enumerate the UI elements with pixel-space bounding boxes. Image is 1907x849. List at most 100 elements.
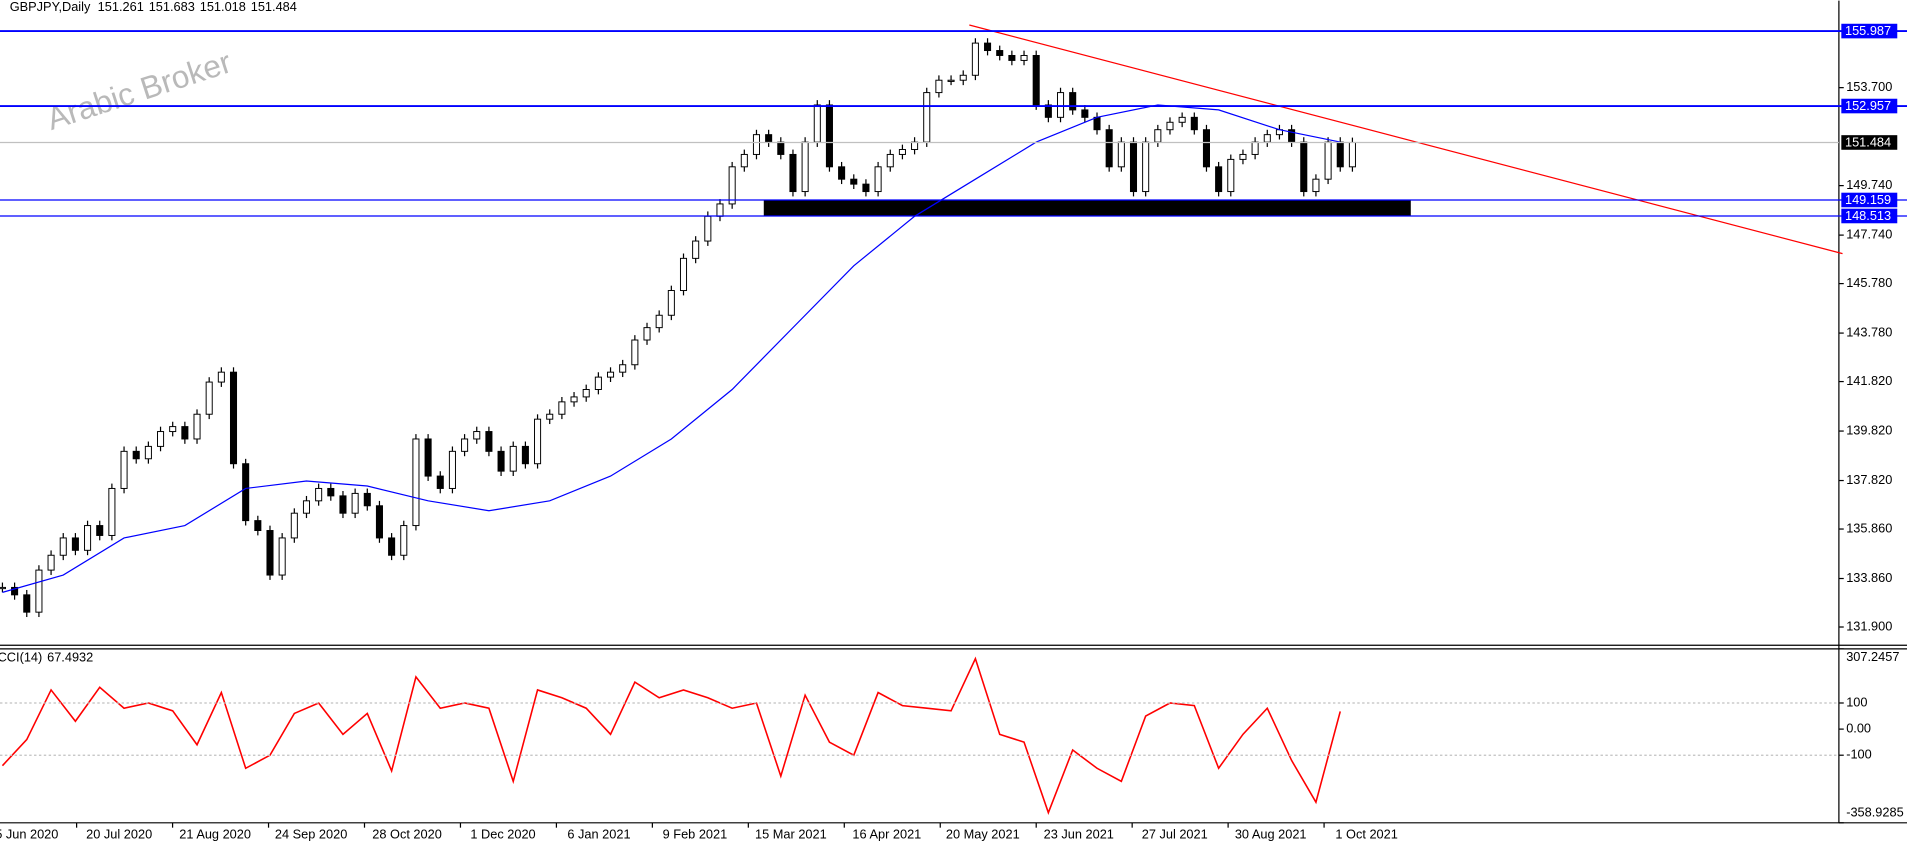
- candle: [959, 74, 967, 81]
- x-tick-label: 16 Apr 2021: [852, 826, 921, 841]
- price-level-label: 155.987: [1845, 23, 1891, 38]
- candle: [1032, 54, 1040, 106]
- candle: [1336, 141, 1344, 168]
- candle: [1093, 116, 1101, 131]
- candle: [1044, 104, 1052, 118]
- candle: [157, 431, 165, 447]
- y-tick-label: 131.900: [1846, 618, 1892, 633]
- candle: [667, 290, 675, 316]
- candle: [1008, 54, 1016, 61]
- x-tick-label: 15 Mar 2021: [755, 826, 827, 841]
- indicator-name: CCI(14): [0, 650, 42, 665]
- candle: [144, 445, 152, 460]
- last-price-box: [1841, 135, 1898, 150]
- candle: [789, 153, 797, 193]
- candle: [339, 495, 347, 514]
- price-level-label: 149.159: [1845, 192, 1891, 207]
- y-tick-label: 133.860: [1846, 570, 1892, 585]
- candle: [11, 586, 19, 596]
- price-level-box: [1841, 98, 1898, 114]
- candle: [59, 537, 67, 556]
- candle: [631, 339, 639, 366]
- candle: [1312, 178, 1320, 193]
- candle: [534, 418, 542, 465]
- candle: [1202, 129, 1210, 168]
- candle: [0, 586, 6, 590]
- candle: [1251, 141, 1259, 155]
- candle: [436, 475, 444, 489]
- candle: [23, 594, 31, 613]
- y-tick-label: 149.740: [1846, 177, 1892, 192]
- x-tick-label: 20 May 2021: [946, 826, 1020, 841]
- price-level-label: 148.513: [1845, 208, 1891, 223]
- price-level-box: [1841, 23, 1898, 39]
- candle: [813, 104, 821, 143]
- candle: [862, 183, 870, 193]
- candle: [461, 438, 469, 452]
- symbol: GBPJPY,Daily: [10, 0, 91, 14]
- price-level-box: [1841, 192, 1898, 208]
- y-tick-label: 141.820: [1846, 373, 1892, 388]
- candle: [619, 364, 627, 373]
- candle: [838, 166, 846, 180]
- last-price-label: 151.484: [1845, 134, 1891, 149]
- x-tick-label: 1 Oct 2021: [1335, 826, 1397, 841]
- candle: [607, 371, 615, 378]
- x-tick-label: 15 Jun 2020: [0, 826, 58, 841]
- candle: [1129, 141, 1138, 193]
- candle: [108, 487, 116, 536]
- candle: [850, 178, 858, 185]
- open: 151.261: [98, 0, 144, 14]
- high: 151.683: [149, 0, 195, 14]
- candle: [412, 438, 420, 527]
- candle: [728, 166, 736, 205]
- candle: [205, 381, 213, 415]
- y-tick-label: 147.740: [1846, 226, 1892, 241]
- candle: [947, 79, 955, 82]
- candle: [558, 401, 566, 415]
- cci-line: [1, 656, 1342, 815]
- candle: [582, 389, 590, 398]
- candle: [1117, 141, 1125, 168]
- candle: [181, 426, 189, 440]
- indicator-header: CCI(14) 67.4932: [0, 650, 93, 665]
- x-tick-label: 9 Feb 2021: [663, 826, 728, 841]
- candle: [594, 376, 602, 390]
- y-tick-label: 145.780: [1846, 275, 1892, 290]
- candle: [120, 450, 128, 489]
- candle: [47, 554, 55, 571]
- candle: [1263, 134, 1271, 143]
- candle: [692, 240, 700, 259]
- candle: [193, 413, 201, 440]
- candle: [217, 371, 225, 383]
- candle: [1215, 166, 1223, 193]
- candle: [679, 257, 688, 292]
- candle: [716, 203, 724, 217]
- candle: [363, 492, 371, 507]
- candle: [655, 314, 663, 329]
- candle: [801, 141, 809, 193]
- y-tick-label: 307.2457: [1846, 649, 1899, 664]
- candle: [1324, 141, 1332, 180]
- candle: [96, 525, 104, 536]
- header: GBPJPY,Daily 151.261 151.683 151.018 151.484: [10, 0, 297, 14]
- candle: [266, 530, 274, 576]
- candle: [290, 512, 298, 539]
- x-tick-label: 24 Sep 2020: [275, 826, 347, 841]
- plot-area: [0, 38, 1411, 815]
- candle: [886, 153, 894, 168]
- candle: [375, 505, 383, 539]
- candle: [752, 134, 761, 155]
- x-tick-label: 27 Jul 2021: [1142, 826, 1208, 841]
- candle: [1190, 116, 1198, 131]
- candle: [1081, 109, 1089, 118]
- support-zone: [763, 199, 1411, 216]
- candle: [1105, 129, 1113, 168]
- x-tick-label: 23 Jun 2021: [1044, 826, 1114, 841]
- candle: [473, 431, 481, 440]
- moving-average: [2, 104, 1341, 593]
- candle: [898, 149, 906, 155]
- candle: [169, 426, 177, 433]
